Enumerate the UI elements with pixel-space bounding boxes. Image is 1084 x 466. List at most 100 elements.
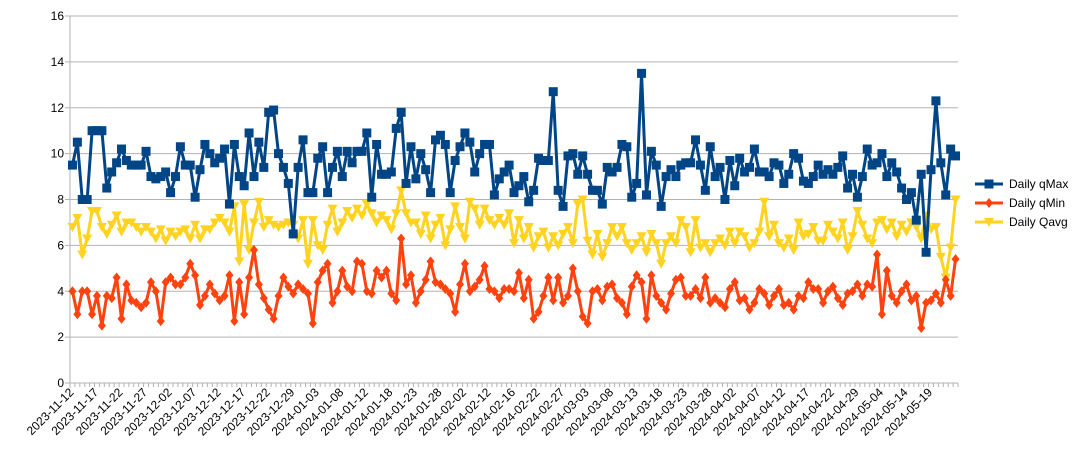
data-point-square bbox=[646, 146, 656, 156]
data-point-diamond bbox=[716, 297, 725, 308]
data-point-triangle bbox=[602, 239, 613, 249]
data-point-diamond bbox=[578, 311, 587, 322]
data-point-diamond bbox=[774, 283, 783, 294]
data-point-triangle bbox=[577, 195, 588, 205]
data-point-diamond bbox=[318, 265, 327, 276]
data-point-triangle bbox=[710, 239, 721, 249]
data-point-diamond bbox=[985, 198, 993, 208]
data-point-diamond bbox=[828, 281, 837, 292]
data-point-diamond bbox=[456, 279, 465, 290]
data-point-square bbox=[710, 172, 720, 182]
data-point-square bbox=[529, 185, 539, 195]
data-point-diamond bbox=[720, 302, 729, 313]
data-point-square bbox=[470, 167, 480, 177]
data-point-diamond bbox=[568, 263, 577, 274]
data-point-diamond bbox=[666, 288, 675, 299]
data-point-square bbox=[872, 158, 882, 168]
data-point-triangle bbox=[499, 220, 510, 230]
data-point-triangle bbox=[930, 223, 941, 233]
data-point-diamond bbox=[220, 290, 229, 301]
data-point-triangle bbox=[209, 218, 220, 228]
data-point-square bbox=[185, 160, 195, 170]
data-point-triangle bbox=[337, 218, 348, 228]
data-point-square bbox=[700, 185, 710, 195]
data-point-diamond bbox=[637, 277, 646, 288]
data-point-triangle bbox=[185, 234, 196, 244]
y-axis: 0 2 4 6 8 10 12 14 16 bbox=[51, 9, 65, 390]
data-point-diamond bbox=[78, 286, 87, 297]
y-tick-label: 6 bbox=[57, 238, 64, 252]
data-point-diamond bbox=[299, 283, 308, 294]
data-point-square bbox=[112, 158, 122, 168]
data-point-diamond bbox=[112, 272, 121, 283]
data-point-square bbox=[916, 169, 926, 179]
data-point-diamond bbox=[510, 286, 518, 297]
data-point-square bbox=[936, 158, 946, 168]
data-point-triangle bbox=[111, 211, 122, 221]
data-point-triangle bbox=[82, 234, 93, 244]
data-point-diamond bbox=[176, 279, 185, 290]
data-point-triangle bbox=[445, 225, 456, 235]
data-point-square bbox=[480, 139, 490, 149]
data-point-square bbox=[906, 188, 916, 198]
data-point-triangle bbox=[459, 234, 470, 244]
data-point-square bbox=[92, 126, 102, 136]
data-point-square bbox=[386, 167, 396, 177]
data-point-square bbox=[882, 172, 892, 182]
data-point-diamond bbox=[235, 277, 244, 288]
data-point-diamond bbox=[892, 297, 901, 308]
data-point-triangle bbox=[322, 220, 333, 230]
data-point-triangle bbox=[675, 216, 686, 226]
data-point-triangle bbox=[253, 197, 264, 207]
data-point-square bbox=[573, 169, 583, 179]
data-point-square bbox=[332, 146, 342, 156]
data-point-triangle bbox=[67, 223, 78, 233]
series-layer bbox=[67, 68, 961, 333]
data-point-square bbox=[377, 169, 387, 179]
data-point-triangle bbox=[170, 232, 181, 242]
y-tick-label: 2 bbox=[57, 330, 64, 344]
data-point-triangle bbox=[621, 239, 632, 249]
data-point-triangle bbox=[136, 227, 147, 237]
data-point-square bbox=[337, 172, 347, 182]
data-point-square bbox=[715, 162, 725, 172]
data-point-square bbox=[534, 153, 544, 163]
data-point-diamond bbox=[230, 316, 239, 327]
data-point-triangle bbox=[950, 195, 961, 205]
data-point-triangle bbox=[204, 225, 215, 235]
data-point-square bbox=[475, 149, 485, 159]
data-point-diamond bbox=[338, 265, 347, 276]
data-point-square bbox=[833, 162, 843, 172]
legend-item: Daily qMax bbox=[975, 177, 1068, 191]
data-point-diamond bbox=[657, 297, 666, 308]
data-point-square bbox=[401, 178, 411, 188]
data-point-diamond bbox=[514, 267, 523, 278]
data-point-diamond bbox=[853, 279, 862, 290]
data-point-diamond bbox=[539, 290, 548, 301]
data-point-diamond bbox=[274, 290, 283, 301]
data-point-square bbox=[749, 144, 759, 154]
data-point-triangle bbox=[141, 223, 152, 233]
data-point-triangle bbox=[224, 227, 235, 237]
data-point-square bbox=[553, 185, 563, 195]
data-point-square bbox=[779, 178, 789, 188]
data-point-square bbox=[583, 169, 593, 179]
data-point-diamond bbox=[691, 283, 700, 294]
data-point-diamond bbox=[392, 295, 401, 306]
data-point-square bbox=[509, 188, 519, 198]
data-point-diamond bbox=[563, 290, 572, 301]
data-point-triangle bbox=[636, 232, 647, 242]
data-point-diamond bbox=[897, 286, 906, 297]
data-point-square bbox=[303, 188, 313, 198]
data-point-square bbox=[681, 158, 691, 168]
data-point-diamond bbox=[132, 297, 141, 308]
data-point-square bbox=[877, 149, 887, 159]
data-point-diamond bbox=[377, 272, 386, 283]
data-point-diamond bbox=[348, 286, 357, 297]
data-point-triangle bbox=[234, 257, 245, 267]
data-point-diamond bbox=[436, 279, 445, 290]
data-point-triangle bbox=[391, 209, 402, 219]
data-point-square bbox=[730, 181, 740, 191]
data-point-diamond bbox=[819, 297, 828, 308]
data-point-diamond bbox=[770, 290, 779, 301]
